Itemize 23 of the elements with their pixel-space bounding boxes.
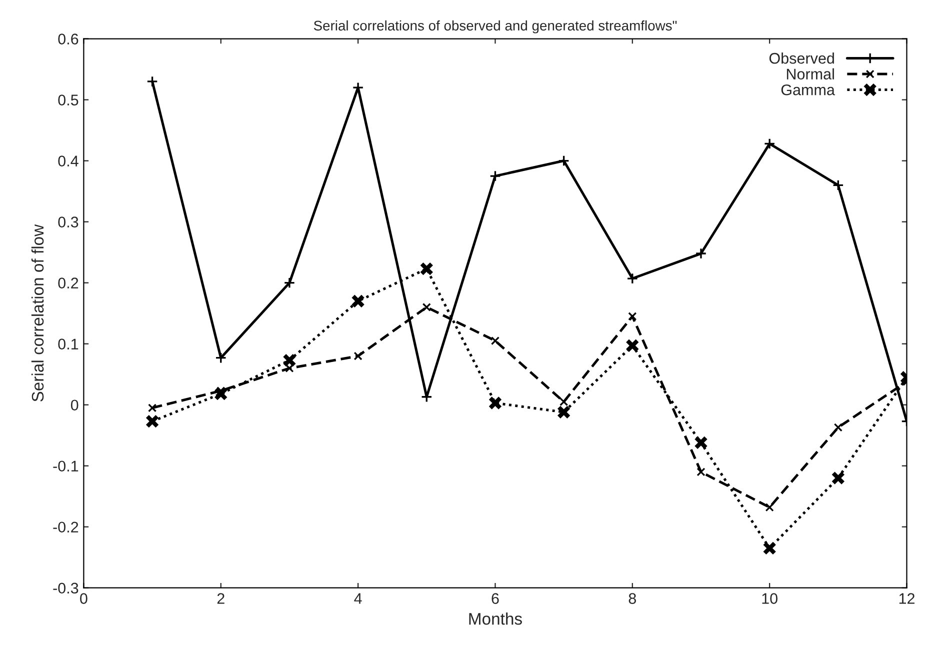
y-tick-label: 0.1 <box>58 338 78 350</box>
y-tick-label: -0.1 <box>53 460 78 472</box>
x-tick-label: 12 <box>899 593 914 604</box>
legend-label: Gamma <box>781 84 835 96</box>
x-tick-label: 10 <box>762 593 778 604</box>
x-tick-label: 4 <box>354 593 362 604</box>
x-tick-label: 6 <box>492 593 499 604</box>
x-tick-label: 2 <box>217 593 224 604</box>
y-tick-label: 0.3 <box>58 216 78 228</box>
y-tick-label: 0.2 <box>58 278 78 288</box>
y-axis-title: Serial correlation of flow <box>31 224 44 402</box>
y-tick-label: -0.2 <box>53 522 78 533</box>
legend-label: Normal <box>786 68 834 80</box>
y-tick-label: -0.3 <box>53 582 78 594</box>
x-axis-title: Months <box>469 612 522 625</box>
chart-title: Serial correlations of observed and generated streamflows" <box>314 20 677 34</box>
x-tick-label: 0 <box>80 593 88 604</box>
y-tick-label: 0.6 <box>58 34 78 44</box>
x-tick-label: 8 <box>628 593 636 604</box>
legend-label: Observed <box>769 52 834 64</box>
y-tick-label: 0.5 <box>58 94 78 106</box>
y-tick-label: 0 <box>70 400 78 411</box>
y-tick-label: 0.4 <box>58 156 78 166</box>
